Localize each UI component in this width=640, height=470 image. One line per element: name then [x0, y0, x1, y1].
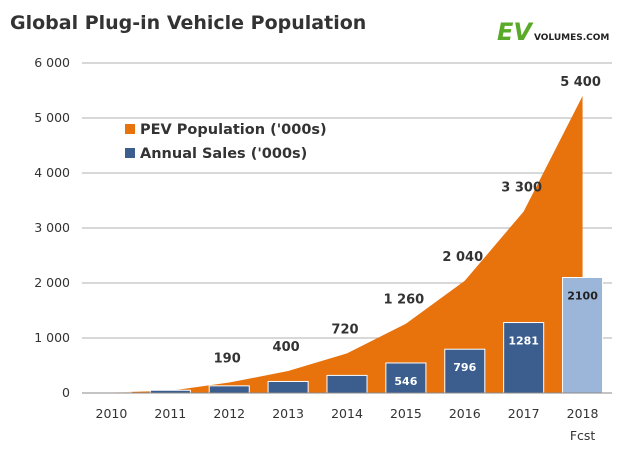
- sales-bar-label: 2100: [567, 290, 598, 303]
- sales-bar: [503, 322, 545, 394]
- sales-bar: [208, 385, 250, 394]
- y-tick-label: 4 000: [34, 165, 70, 180]
- sales-bar-label: 1281: [508, 335, 539, 348]
- legend-swatch-sales: [125, 148, 135, 158]
- sales-bar: [562, 277, 604, 394]
- axes: 0 1 000 2 000 3 000 4 000 5 000 6 000 2010 2011 2…: [34, 55, 612, 443]
- population-area-shape: [111, 96, 583, 393]
- sales-bar-label: 546: [394, 375, 417, 388]
- y-tick-label: 5 000: [34, 110, 70, 125]
- population-label: 2 040: [442, 250, 483, 265]
- legend: PEV Population ('000s) Annual Sales ('000…: [125, 122, 327, 162]
- x-tick-label: 2014: [331, 406, 363, 421]
- sales-bar: [326, 374, 368, 394]
- x-tick-label: 2016: [449, 406, 481, 421]
- population-label: 5 400: [560, 75, 601, 90]
- x-tick-label: 2011: [154, 406, 186, 421]
- legend-label-sales: Annual Sales ('000s): [140, 146, 307, 162]
- population-area: [111, 96, 583, 393]
- y-tick-label: 1 000: [34, 330, 70, 345]
- x-tick-label: 2010: [96, 406, 128, 421]
- data-labels: 546 796 1281 2100 190 400 720 1 260 2 040 3 300 5 …: [214, 75, 601, 388]
- y-tick-label: 0: [62, 385, 70, 400]
- population-label: 3 300: [501, 181, 542, 196]
- legend-swatch-population: [125, 124, 135, 134]
- logo-ev: EV: [497, 18, 532, 46]
- legend-label-population: PEV Population ('000s): [140, 122, 327, 138]
- x-tick-label: 2015: [390, 406, 422, 421]
- x-tick-label: 2013: [272, 406, 304, 421]
- population-label: 400: [273, 340, 300, 355]
- population-label: 1 260: [384, 293, 425, 308]
- x-tick-label: 2018: [567, 406, 599, 421]
- y-tick-label: 2 000: [34, 275, 70, 290]
- ev-volumes-logo: EV VOLUMES.COM: [497, 18, 609, 46]
- x-tick-sublabel: Fcst: [570, 428, 596, 443]
- logo-domain: VOLUMES.COM: [533, 33, 610, 43]
- population-label: 720: [331, 322, 358, 337]
- sales-bar: [267, 380, 309, 394]
- population-label: 190: [214, 352, 241, 367]
- x-tick-label: 2012: [213, 406, 245, 421]
- y-tick-label: 6 000: [34, 55, 70, 70]
- x-tick-label: 2017: [508, 406, 540, 421]
- sales-bar-label: 796: [453, 361, 476, 374]
- y-tick-label: 3 000: [34, 220, 70, 235]
- chart-title: Global Plug-in Vehicle Population: [10, 12, 367, 34]
